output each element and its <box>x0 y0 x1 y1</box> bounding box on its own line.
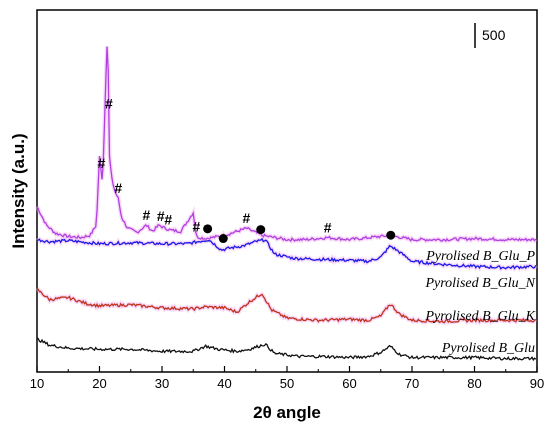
series-label: Pyrolised B_Glu_P <box>425 249 535 264</box>
peak-marker-hash: # <box>157 208 165 224</box>
series-label: Pyrolised B_Glu_N <box>424 276 535 291</box>
series-labels: Pyrolised B_Glu_P Pyrolised B_Glu_N Pyroli… <box>424 249 535 356</box>
x-tick-label: 60 <box>342 376 356 391</box>
series-label: Pyrolised B_Glu_K <box>424 309 535 324</box>
scale-bar-label: 500 <box>482 27 506 43</box>
x-tick-label: 50 <box>280 376 294 391</box>
x-tick-label: 10 <box>30 376 44 391</box>
x-tick-label: 70 <box>405 376 419 391</box>
peak-marker-hash: # <box>114 180 122 196</box>
peak-marker-dot <box>218 234 228 244</box>
x-tick-label: 80 <box>467 376 481 391</box>
series-line <box>36 337 537 362</box>
series-line <box>36 46 537 243</box>
x-tick-label: 90 <box>530 376 544 391</box>
peak-marker-hash: # <box>105 95 113 111</box>
peak-marker-hash: # <box>192 219 200 235</box>
peak-marker-hash: # <box>242 210 250 226</box>
peak-marker-hash: # <box>164 211 172 227</box>
x-axis-label: 2θ angle <box>253 403 321 422</box>
peak-marker-hash: # <box>97 155 105 171</box>
x-tick-label: 20 <box>92 376 106 391</box>
series-layer <box>35 46 538 362</box>
x-ticks: 10 20 30 40 50 60 70 80 90 <box>30 366 544 391</box>
series-line <box>36 287 537 324</box>
series-line <box>36 237 537 270</box>
peak-marker-dot <box>386 230 396 240</box>
x-tick-label: 40 <box>217 376 231 391</box>
series-label: Pyrolised B_Glu <box>441 341 535 356</box>
series-halo <box>35 46 538 245</box>
peak-marker-dot <box>256 225 266 235</box>
peak-marker-hash: # <box>324 220 332 236</box>
peak-marker-hash: # <box>142 207 150 223</box>
peak-marker-dot <box>203 224 213 234</box>
peak-markers: #### # # ### <box>97 95 396 244</box>
y-axis-label: Intensity (a.u.) <box>9 133 28 248</box>
x-tick-label: 30 <box>155 376 169 391</box>
